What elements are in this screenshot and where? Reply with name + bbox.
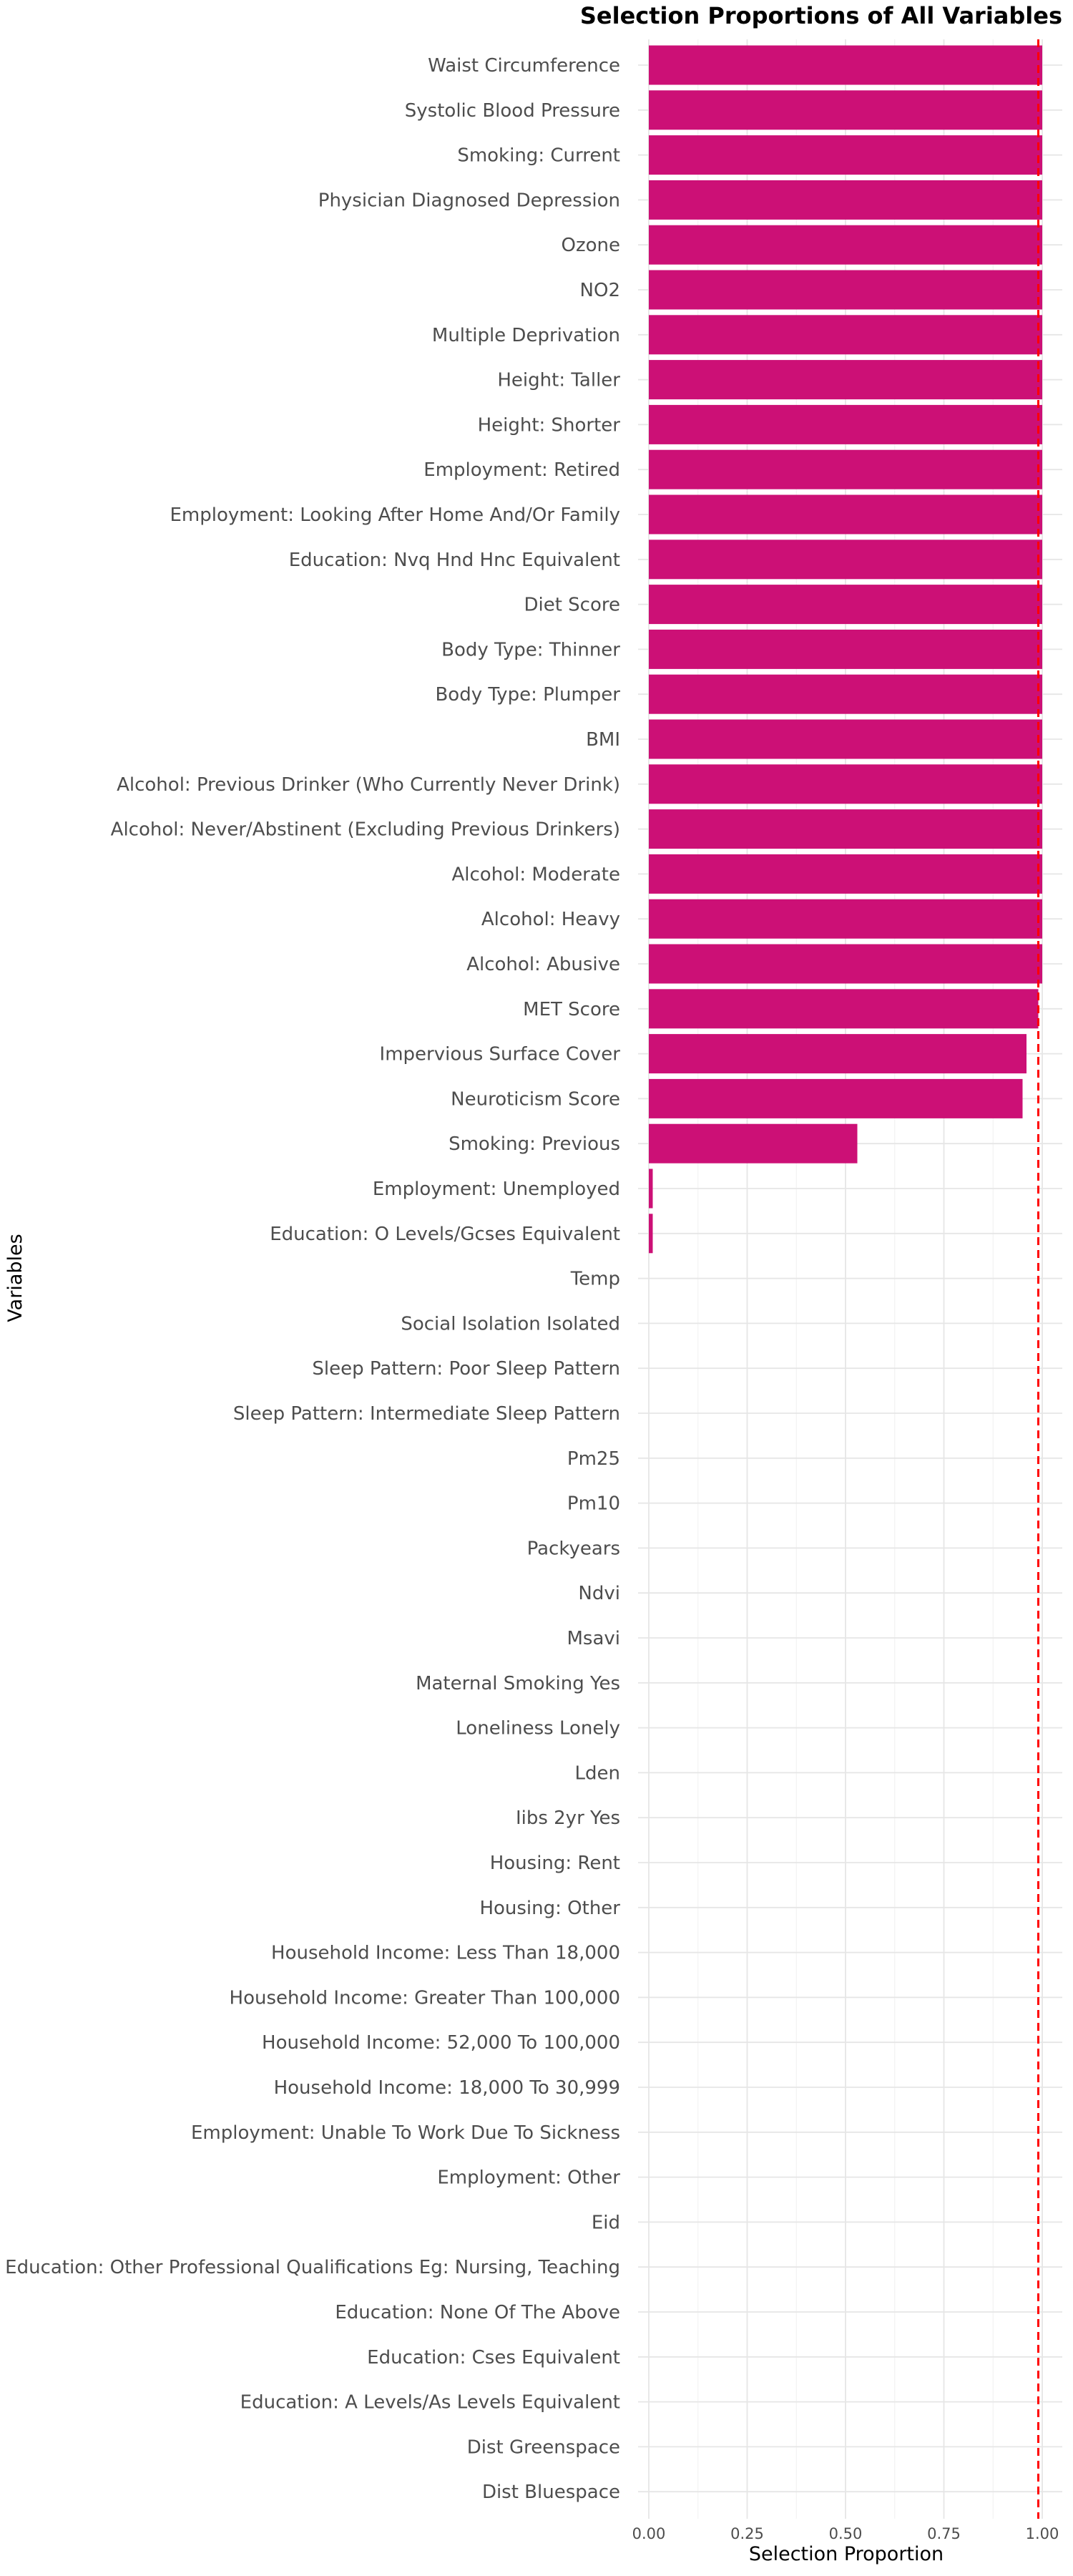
category-label: Dist Greenspace (467, 2436, 620, 2458)
category-label: Impervious Surface Cover (380, 1044, 621, 1065)
category-label: Height: Taller (497, 370, 620, 391)
category-label: Social Isolation Isolated (401, 1313, 620, 1335)
x-tick-label: 0.50 (829, 2525, 863, 2542)
category-label: Employment: Unemployed (373, 1179, 620, 1200)
bar (649, 674, 1042, 714)
bar (649, 1078, 1023, 1118)
category-label: Eid (592, 2212, 620, 2233)
bar (649, 629, 1042, 669)
bar (649, 404, 1042, 444)
category-label: Employment: Retired (423, 459, 620, 481)
category-label-layer: Waist Circumference Systolic Blood Pressu… (5, 55, 620, 2503)
bar (649, 1034, 1027, 1074)
x-tick-label: 0.75 (927, 2525, 961, 2542)
category-label: Smoking: Previous (449, 1133, 620, 1155)
x-axis-label: Selection Proportion (749, 2543, 944, 2565)
category-label: Waist Circumference (428, 55, 620, 77)
bar (649, 225, 1042, 265)
category-label: Ozone (562, 235, 621, 256)
bar (649, 585, 1042, 625)
bar (649, 944, 1042, 984)
category-label: Body Type: Thinner (441, 639, 620, 660)
category-label: Education: Nvq Hnd Hnc Equivalent (289, 550, 620, 571)
bar (649, 719, 1042, 759)
category-label: NO2 (580, 280, 620, 301)
category-label: Alcohol: Never/Abstinent (Excluding Prev… (111, 819, 620, 841)
category-label: Neuroticism Score (451, 1088, 620, 1110)
bar (649, 360, 1042, 400)
category-label: Employment: Looking After Home And/Or Fa… (170, 504, 620, 526)
category-label: Iibs 2yr Yes (516, 1807, 620, 1829)
category-label: Education: O Levels/Gcses Equivalent (270, 1224, 620, 1245)
category-label: Multiple Deprivation (432, 325, 620, 346)
bar (649, 270, 1042, 310)
category-label: Lden (575, 1762, 620, 1784)
category-label: Pm25 (567, 1448, 620, 1470)
bar (649, 1169, 653, 1209)
category-label: Employment: Unable To Work Due To Sickne… (191, 2122, 620, 2144)
bar (649, 899, 1042, 939)
category-label: Alcohol: Previous Drinker (Who Currently… (117, 774, 620, 796)
category-label: Alcohol: Abusive (466, 954, 620, 975)
bar (649, 449, 1042, 489)
category-label: Household Income: 52,000 To 100,000 (262, 2032, 620, 2054)
x-tick-layer: 0.00 0.25 0.50 0.75 1.00 (632, 2525, 1059, 2542)
x-tick-label: 0.25 (730, 2525, 764, 2542)
category-label: Household Income: 18,000 To 30,999 (274, 2077, 620, 2099)
category-label: Systolic Blood Pressure (405, 100, 620, 122)
category-label: Education: Other Professional Qualificat… (5, 2257, 620, 2278)
bar (649, 1123, 858, 1163)
category-label: Household Income: Greater Than 100,000 (230, 1987, 620, 2009)
category-label: Dist Bluespace (482, 2482, 620, 2503)
bar (649, 809, 1042, 849)
category-label: Msavi (567, 1628, 620, 1649)
bar (649, 1214, 653, 1254)
category-label: Employment: Other (437, 2167, 620, 2189)
category-label: Housing: Other (479, 1898, 620, 1919)
bar (649, 854, 1042, 894)
category-label: MET Score (523, 999, 620, 1020)
bar (649, 764, 1042, 804)
category-label: Height: Shorter (478, 414, 621, 436)
category-label: Smoking: Current (457, 145, 620, 167)
bar (649, 494, 1042, 535)
category-label: Physician Diagnosed Depression (318, 190, 620, 211)
bar (649, 540, 1042, 580)
category-label: Packyears (527, 1538, 620, 1559)
category-label: Education: Cses Equivalent (367, 2347, 620, 2368)
x-tick-label: 0.00 (632, 2525, 666, 2542)
category-label: Alcohol: Heavy (481, 909, 620, 930)
category-label: Sleep Pattern: Intermediate Sleep Patter… (233, 1403, 620, 1425)
category-label: Sleep Pattern: Poor Sleep Pattern (312, 1358, 620, 1380)
bar (649, 135, 1042, 175)
bar (649, 989, 1039, 1029)
category-label: Alcohol: Moderate (452, 864, 621, 885)
category-label: Ndvi (578, 1583, 620, 1604)
category-label: Household Income: Less Than 18,000 (271, 1943, 620, 1964)
category-label: Housing: Rent (490, 1853, 620, 1874)
x-tick-label: 1.00 (1026, 2525, 1059, 2542)
category-label: BMI (586, 729, 620, 751)
category-label: Loneliness Lonely (456, 1718, 620, 1740)
category-label: Body Type: Plumper (435, 684, 620, 706)
chart-title: Selection Proportions of All Variables (580, 2, 1062, 29)
category-label: Education: A Levels/As Levels Equivalent (240, 2392, 620, 2414)
bar (649, 315, 1042, 355)
category-label: Maternal Smoking Yes (416, 1673, 620, 1694)
category-label: Temp (570, 1269, 620, 1290)
bar (649, 45, 1042, 85)
bar (649, 180, 1042, 220)
y-axis-label: Variables (4, 1234, 26, 1322)
bar (649, 90, 1042, 130)
category-label: Diet Score (524, 595, 620, 616)
bar-layer (649, 45, 1042, 1254)
category-label: Education: None Of The Above (335, 2302, 620, 2323)
category-label: Pm10 (567, 1493, 620, 1515)
